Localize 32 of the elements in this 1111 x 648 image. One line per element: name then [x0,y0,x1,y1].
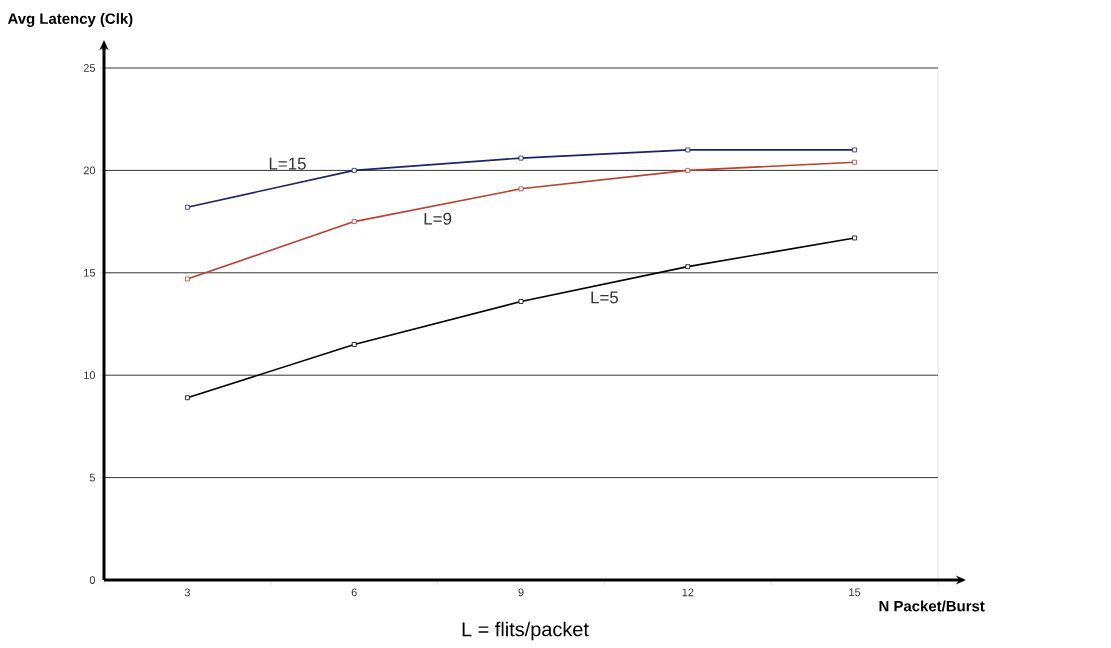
point [685,167,691,173]
point [185,276,190,282]
y-tick-label: 10 [84,371,96,380]
x-axis-title: N Packet/Burst [879,600,985,612]
y-tick-label: 25 [83,64,96,72]
x-tick-label: 6 [351,588,357,597]
point [852,159,858,165]
point [185,395,190,401]
x-tick-label: 3 [184,588,190,597]
point [185,204,190,210]
y-axis-title: Avg Latency (Clk) [7,12,133,27]
y-tick-label: 20 [83,166,96,175]
y-tick-label: 0 [89,576,96,584]
point [351,342,357,347]
point [351,167,357,173]
point [685,264,691,270]
point [518,299,524,304]
y-tick-label: 15 [84,268,96,277]
series-label: L=15 [269,157,306,170]
x-tick-label: 9 [518,588,524,597]
point [351,219,357,224]
point [518,186,524,192]
text: L = flits/packet [462,621,589,641]
x-tick-label: 15 [849,588,861,597]
series-label: L=9 [424,212,452,225]
point [518,155,524,161]
series-label: L=5 [591,291,619,304]
point [852,235,858,241]
point [685,147,691,153]
point [852,147,858,153]
y-tick-label: 5 [89,473,96,482]
x-tick-label: 12 [682,588,694,597]
